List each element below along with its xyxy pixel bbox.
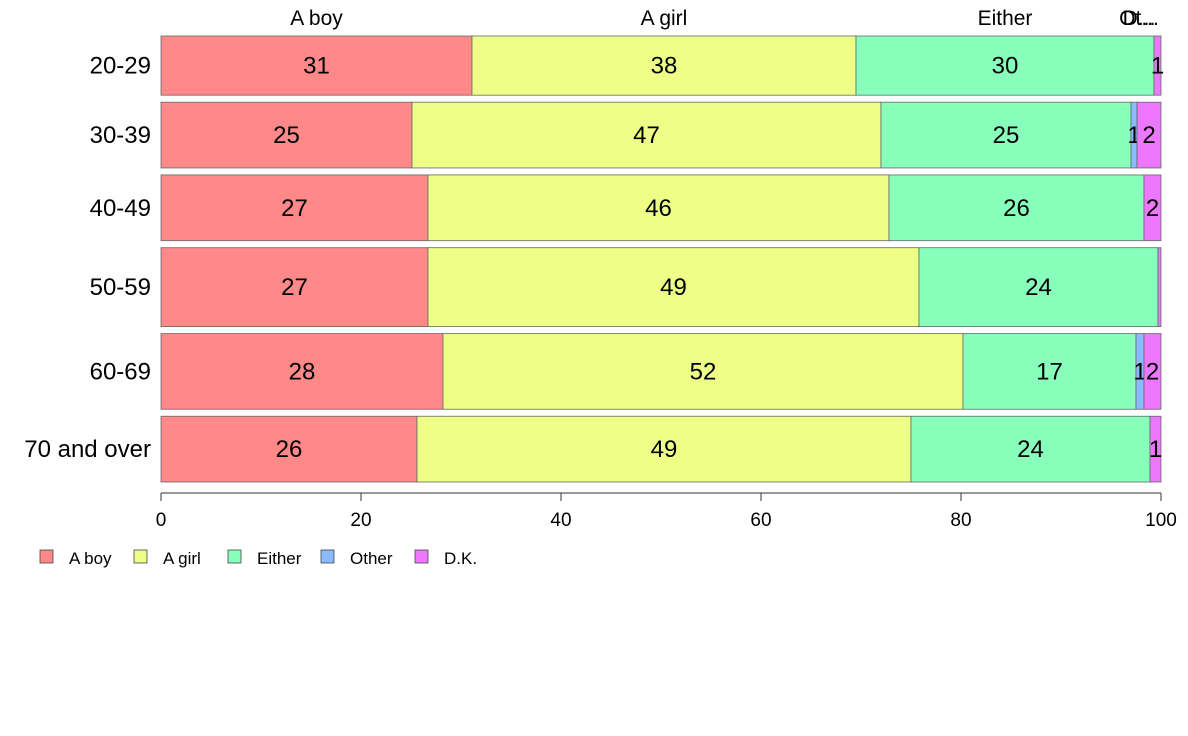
data-label: 2 xyxy=(1146,195,1159,222)
data-label: 47 xyxy=(633,122,660,149)
data-label: 31 xyxy=(303,53,330,80)
legend-label: A boy xyxy=(69,549,112,568)
legend-swatch xyxy=(414,549,429,564)
bar-segment xyxy=(1143,174,1162,242)
bar-segment xyxy=(1136,101,1162,169)
data-label: 52 xyxy=(690,358,717,385)
bar-segment xyxy=(888,174,1145,242)
x-tick-label: 20 xyxy=(350,510,371,531)
bar-segment xyxy=(962,333,1137,410)
bar-segment xyxy=(918,247,1159,328)
data-label: 24 xyxy=(1025,274,1052,301)
x-tick-label: 100 xyxy=(1145,510,1177,531)
category-label: 30-39 xyxy=(90,122,151,149)
column-label: Ot... xyxy=(1119,7,1159,30)
bar-segment xyxy=(427,247,920,328)
legend-label: Other xyxy=(350,549,393,568)
bar-segment xyxy=(416,415,912,483)
data-label: 2 xyxy=(1146,358,1159,385)
category-label: 50-59 xyxy=(90,274,151,301)
bar-segment xyxy=(160,101,413,169)
data-label: 1 xyxy=(1149,436,1162,463)
data-label: 26 xyxy=(1003,195,1030,222)
category-label: 70 and over xyxy=(24,436,151,463)
bar-segment xyxy=(160,247,429,328)
legend-swatch xyxy=(320,549,335,564)
data-label: 49 xyxy=(660,274,687,301)
data-label: 27 xyxy=(281,274,308,301)
x-tick-label: 40 xyxy=(550,510,571,531)
category-label: 60-69 xyxy=(90,358,151,385)
x-tick-label: 80 xyxy=(950,510,971,531)
legend-label: A girl xyxy=(163,549,201,568)
bar-segment xyxy=(855,35,1155,96)
bar-segment xyxy=(1153,35,1162,96)
bar-segment xyxy=(160,415,418,483)
data-label: 30 xyxy=(992,53,1019,80)
data-label: 46 xyxy=(645,195,672,222)
bar-segment xyxy=(1157,247,1162,328)
column-label: Either xyxy=(978,7,1033,30)
bar-segment xyxy=(160,333,444,410)
column-label: D... xyxy=(1123,7,1156,30)
column-label: A boy xyxy=(290,7,343,30)
bar-segment xyxy=(880,101,1132,169)
data-label: 2 xyxy=(1142,122,1155,149)
bar-segment xyxy=(471,35,857,96)
legend-label: Either xyxy=(257,549,302,568)
data-label: 25 xyxy=(993,122,1020,149)
bar-segment xyxy=(427,174,890,242)
data-label: 25 xyxy=(273,122,300,149)
category-label: 20-29 xyxy=(90,53,151,80)
bar-segment xyxy=(1143,333,1162,410)
x-tick-label: 0 xyxy=(156,510,167,531)
data-label: 38 xyxy=(651,53,678,80)
data-label: 49 xyxy=(651,436,678,463)
data-label: 1 xyxy=(1151,53,1164,80)
legend-label: D.K. xyxy=(444,549,477,568)
data-label: 17 xyxy=(1036,358,1063,385)
legend-swatch xyxy=(39,549,54,564)
data-label: 24 xyxy=(1017,436,1044,463)
x-tick-label: 60 xyxy=(750,510,771,531)
bar-segment xyxy=(160,35,473,96)
category-label: 40-49 xyxy=(90,195,151,222)
column-label: A girl xyxy=(641,7,688,30)
bar-segment xyxy=(910,415,1151,483)
data-label: 1 xyxy=(1133,358,1146,385)
legend-swatch xyxy=(133,549,148,564)
bar-segment xyxy=(442,333,964,410)
data-label: 28 xyxy=(289,358,316,385)
bar-segment xyxy=(411,101,882,169)
data-label: 27 xyxy=(281,195,308,222)
data-label: 26 xyxy=(276,436,303,463)
legend-swatch xyxy=(227,549,242,564)
bar-segment xyxy=(1149,415,1162,483)
